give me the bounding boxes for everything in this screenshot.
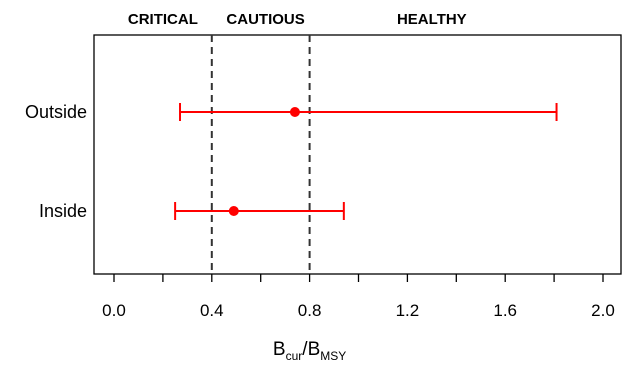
category-label-outside: Outside (25, 102, 87, 122)
error-bars (174, 103, 558, 220)
x-axis-title-denom-sub: MSY (320, 349, 346, 363)
x-tick-label-0: 0.0 (102, 301, 126, 320)
zone-label-healthy: HEALTHY (397, 11, 467, 28)
x-axis-title: Bcur/BMSY (273, 339, 346, 363)
x-axis-title-main: B (273, 339, 286, 360)
zone-label-cautious: CAUTIOUS (226, 11, 304, 28)
x-axis: 0.0 0.4 0.8 1.2 1.6 2.0 (102, 274, 615, 320)
x-tick-label-1: 0.4 (200, 301, 224, 320)
x-axis-title-denom: B (308, 339, 321, 360)
category-label-inside: Inside (39, 201, 87, 221)
plot-frame (93, 34, 622, 275)
category-labels: Outside Inside (25, 102, 87, 221)
x-axis-title-main-sub: cur (286, 349, 303, 363)
zone-labels: CRITICAL CAUTIOUS HEALTHY (128, 11, 467, 28)
reference-lines (210, 35, 311, 274)
point-estimate-outside (289, 107, 300, 117)
x-axis-title-sep: / (302, 339, 308, 360)
x-tick-label-4: 1.6 (493, 301, 517, 320)
x-tick-label-5: 2.0 (591, 301, 615, 320)
x-tick-label-3: 1.2 (396, 301, 420, 320)
x-tick-label-2: 0.8 (298, 301, 322, 320)
zone-label-critical: CRITICAL (128, 11, 198, 28)
point-estimate-inside (228, 206, 239, 216)
